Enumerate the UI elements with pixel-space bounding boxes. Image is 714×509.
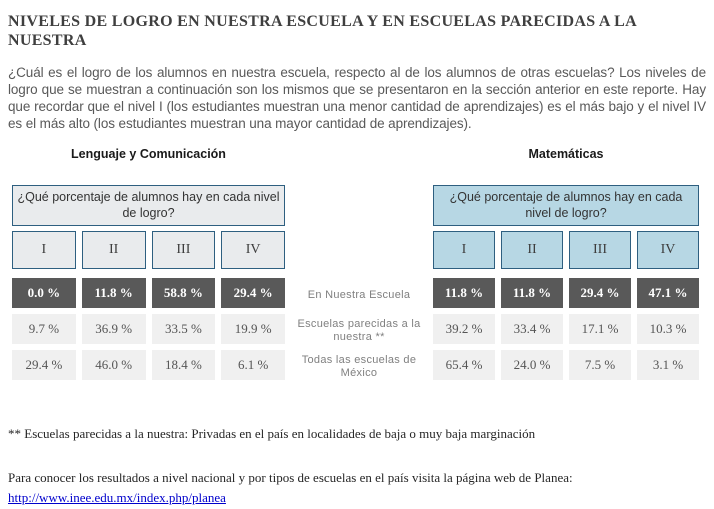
planea-link[interactable]: http://www.inee.edu.mx/index.php/planea: [8, 490, 226, 506]
table-matematicas: Matemáticas ¿Qué porcentaje de alumnos h…: [433, 147, 699, 382]
value-cell: 33.4 %: [501, 314, 563, 345]
table-row-our-school: 0.0 % 11.8 % 58.8 % 29.4 %: [12, 278, 285, 309]
footnote-similar-schools: ** Escuelas parecidas a la nuestra: Priv…: [8, 426, 536, 442]
row-labels-column: En Nuestra Escuela Escuelas parecidas a …: [285, 147, 433, 382]
value-cell: 11.8 %: [433, 278, 495, 309]
planea-info: Para conocer los resultados a nivel naci…: [8, 468, 706, 508]
value-cell: 7.5 %: [569, 350, 631, 381]
value-cell: 17.1 %: [569, 314, 631, 345]
value-cell: 47.1 %: [637, 278, 699, 309]
table-matematicas-question: ¿Qué porcentaje de alumnos hay en cada n…: [433, 185, 699, 227]
table-lenguaje-question: ¿Qué porcentaje de alumnos hay en cada n…: [12, 185, 285, 227]
value-cell: 0.0 %: [12, 278, 76, 309]
table-lenguaje: Lenguaje y Comunicación ¿Qué porcentaje …: [12, 147, 285, 382]
row-label-all-schools: Todas las escuelas de México: [301, 354, 417, 380]
value-cell: 33.5 %: [151, 314, 216, 345]
value-cell: 11.8 %: [81, 278, 146, 309]
table-row-similar-schools: 39.2 % 33.4 % 17.1 % 10.3 %: [433, 314, 699, 345]
achievement-tables: Lenguaje y Comunicación ¿Qué porcentaje …: [12, 147, 706, 382]
value-cell: 10.3 %: [637, 314, 699, 345]
page-title: NIVELES DE LOGRO EN NUESTRA ESCUELA Y EN…: [8, 13, 637, 50]
value-cell: 9.7 %: [12, 314, 76, 345]
level-header-cell: II: [501, 231, 563, 270]
level-header-cell: IV: [221, 231, 285, 270]
level-header-cell: I: [433, 231, 495, 270]
value-cell: 18.4 %: [151, 350, 216, 381]
table-row-all-schools: 65.4 % 24.0 % 7.5 % 3.1 %: [433, 350, 699, 381]
value-cell: 36.9 %: [81, 314, 146, 345]
value-cell: 46.0 %: [81, 350, 146, 381]
row-label-similar-schools: Escuelas parecidas a la nuestra **: [297, 318, 421, 344]
value-cell: 29.4 %: [569, 278, 631, 309]
value-cell: 3.1 %: [637, 350, 699, 381]
table-row-similar-schools: 9.7 % 36.9 % 33.5 % 19.9 %: [12, 314, 285, 345]
value-cell: 6.1 %: [221, 350, 285, 381]
value-cell: 29.4 %: [221, 278, 285, 309]
table-lenguaje-level-header: I II III IV: [12, 231, 285, 270]
level-header-cell: IV: [637, 231, 699, 270]
level-header-cell: III: [569, 231, 631, 270]
value-cell: 65.4 %: [433, 350, 495, 381]
row-label-our-school: En Nuestra Escuela: [307, 288, 411, 301]
row-labels-spacer: [285, 147, 433, 280]
table-matematicas-title: Matemáticas: [528, 147, 604, 162]
value-cell: 29.4 %: [12, 350, 76, 381]
value-cell: 11.8 %: [501, 278, 563, 309]
planea-text: Para conocer los resultados a nivel naci…: [8, 470, 573, 486]
value-cell: 19.9 %: [221, 314, 285, 345]
value-cell: 58.8 %: [151, 278, 216, 309]
table-matematicas-level-header: I II III IV: [433, 231, 699, 270]
value-cell: 39.2 %: [433, 314, 495, 345]
table-row-our-school: 11.8 % 11.8 % 29.4 % 47.1 %: [433, 278, 699, 309]
table-lenguaje-title: Lenguaje y Comunicación: [71, 147, 226, 162]
level-header-cell: II: [81, 231, 146, 270]
level-header-cell: I: [12, 231, 76, 270]
level-header-cell: III: [151, 231, 216, 270]
intro-paragraph: ¿Cuál es el logro de los alumnos en nues…: [8, 65, 706, 131]
table-row-all-schools: 29.4 % 46.0 % 18.4 % 6.1 %: [12, 350, 285, 381]
value-cell: 24.0 %: [501, 350, 563, 381]
